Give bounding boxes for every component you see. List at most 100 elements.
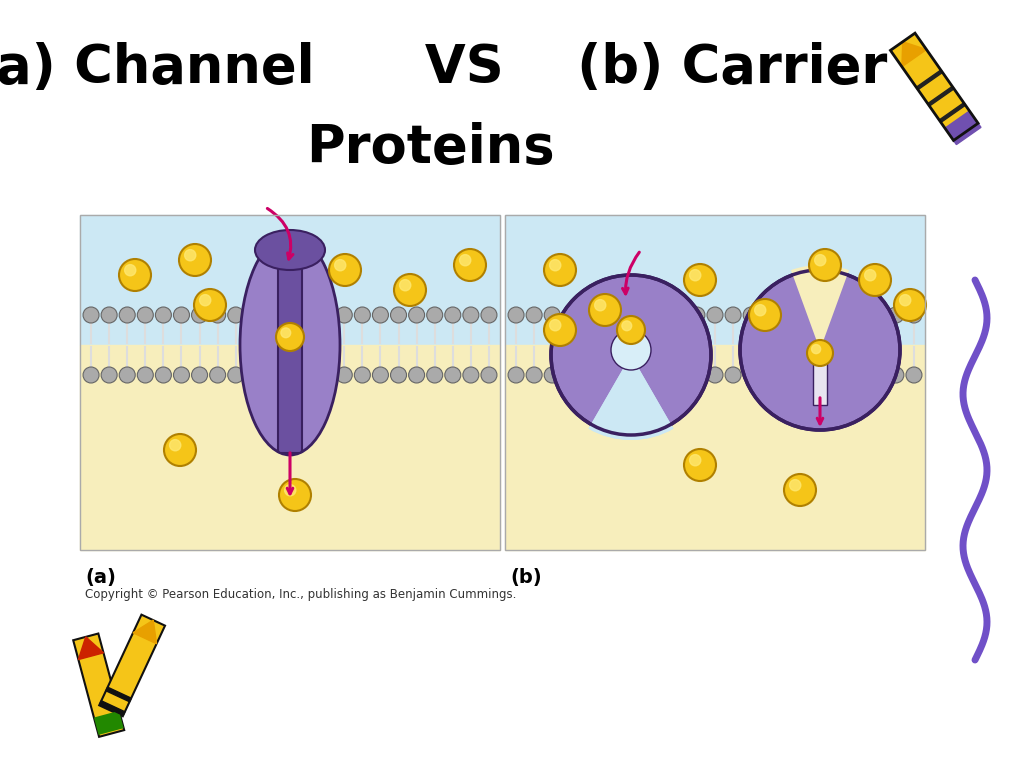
Circle shape: [761, 367, 777, 383]
Circle shape: [137, 307, 154, 323]
Circle shape: [852, 307, 867, 323]
Bar: [813, 350, 827, 405]
Circle shape: [807, 340, 833, 366]
Circle shape: [444, 307, 461, 323]
Polygon shape: [902, 41, 927, 67]
Bar: [80, 215, 500, 550]
Circle shape: [869, 367, 886, 383]
Circle shape: [526, 367, 542, 383]
Wedge shape: [791, 265, 849, 350]
Wedge shape: [589, 355, 674, 440]
Polygon shape: [79, 637, 103, 660]
Circle shape: [859, 264, 891, 296]
Circle shape: [671, 367, 687, 383]
Text: Copyright © Pearson Education, Inc., publishing as Benjamin Cummings.: Copyright © Pearson Education, Inc., pub…: [85, 588, 516, 601]
Circle shape: [689, 367, 705, 383]
Text: Proteins: Proteins: [306, 122, 554, 174]
Circle shape: [707, 307, 723, 323]
Circle shape: [354, 367, 371, 383]
Circle shape: [354, 307, 371, 323]
Circle shape: [852, 367, 867, 383]
Circle shape: [373, 367, 388, 383]
Circle shape: [689, 307, 705, 323]
Circle shape: [869, 307, 886, 323]
Bar: [928, 86, 954, 106]
Bar: [939, 103, 966, 122]
Circle shape: [125, 265, 136, 276]
Circle shape: [798, 367, 813, 383]
Circle shape: [888, 367, 904, 383]
Ellipse shape: [255, 230, 325, 270]
Circle shape: [761, 307, 777, 323]
Circle shape: [156, 307, 171, 323]
Ellipse shape: [240, 235, 340, 455]
Circle shape: [409, 307, 425, 323]
Circle shape: [329, 254, 361, 286]
Circle shape: [598, 307, 614, 323]
Circle shape: [83, 307, 99, 323]
Circle shape: [460, 255, 471, 266]
Circle shape: [743, 367, 759, 383]
Circle shape: [544, 367, 560, 383]
Circle shape: [749, 299, 781, 331]
Circle shape: [336, 367, 352, 383]
Circle shape: [137, 367, 154, 383]
Circle shape: [740, 270, 900, 430]
Circle shape: [900, 295, 910, 306]
Circle shape: [285, 485, 296, 496]
Bar: [80, 215, 500, 345]
Circle shape: [463, 307, 479, 323]
Text: (a) Channel      VS    (b) Carrier: (a) Channel VS (b) Carrier: [0, 42, 888, 94]
Circle shape: [684, 449, 716, 481]
Bar: [891, 33, 978, 141]
Circle shape: [194, 289, 226, 321]
Circle shape: [335, 260, 346, 271]
Circle shape: [595, 300, 606, 311]
Circle shape: [170, 439, 181, 451]
Circle shape: [526, 307, 542, 323]
Circle shape: [101, 367, 117, 383]
Circle shape: [481, 367, 497, 383]
Circle shape: [227, 307, 244, 323]
Circle shape: [598, 367, 614, 383]
Circle shape: [191, 307, 208, 323]
Circle shape: [894, 289, 926, 321]
Circle shape: [652, 307, 669, 323]
Bar: [891, 33, 978, 141]
Circle shape: [551, 275, 711, 435]
Circle shape: [622, 321, 632, 331]
Circle shape: [616, 307, 633, 323]
Circle shape: [834, 367, 850, 383]
Circle shape: [611, 330, 651, 370]
Circle shape: [184, 250, 196, 261]
Circle shape: [164, 434, 196, 466]
Circle shape: [200, 295, 211, 306]
Circle shape: [635, 307, 650, 323]
Circle shape: [743, 307, 759, 323]
Circle shape: [279, 479, 311, 511]
FancyBboxPatch shape: [278, 237, 302, 453]
Circle shape: [834, 307, 850, 323]
Circle shape: [119, 259, 151, 291]
Circle shape: [373, 307, 388, 323]
Circle shape: [409, 367, 425, 383]
Circle shape: [481, 307, 497, 323]
Bar: [505, 215, 925, 345]
Bar: [80, 345, 500, 550]
Bar: [945, 111, 981, 144]
Circle shape: [399, 280, 411, 291]
Circle shape: [281, 328, 291, 338]
Circle shape: [173, 307, 189, 323]
Text: (a): (a): [85, 568, 116, 587]
Circle shape: [394, 274, 426, 306]
Circle shape: [809, 249, 841, 281]
Circle shape: [463, 367, 479, 383]
Circle shape: [581, 307, 596, 323]
Circle shape: [562, 307, 579, 323]
Circle shape: [689, 455, 700, 466]
Bar: [94, 710, 124, 735]
Circle shape: [689, 270, 700, 281]
Circle shape: [725, 367, 741, 383]
Bar: [505, 345, 925, 550]
Circle shape: [815, 255, 825, 266]
